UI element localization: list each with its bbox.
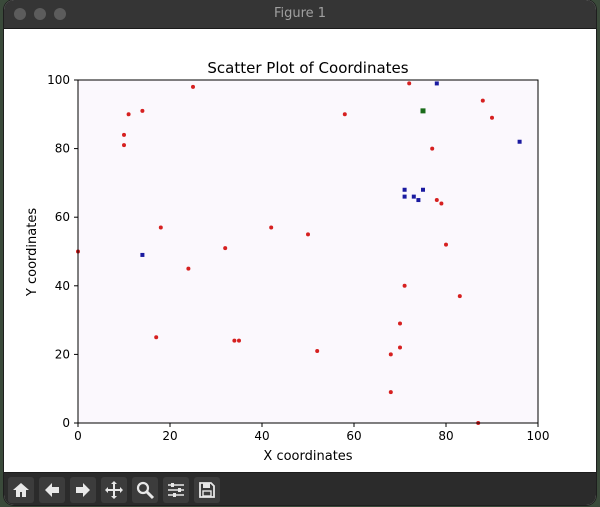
title-bar: Figure 1 (4, 0, 596, 29)
save-button[interactable] (194, 477, 220, 503)
maximize-window-button[interactable] (54, 8, 66, 20)
data-point-square (517, 139, 522, 144)
data-point-circle (398, 345, 402, 350)
arrow-right-icon (76, 483, 90, 497)
plot-area (78, 80, 538, 423)
data-point-circle (223, 246, 228, 251)
scatter-chart: 0 20 40 60 80 100 0 20 40 60 80 100 Scatter Plot o… (4, 29, 596, 472)
data-point-circle (158, 225, 163, 230)
data-point-circle (490, 115, 494, 120)
figure-window: Figure 1 0 20 40 60 80 100 0 20 40 60 80 100 Scatt… (4, 0, 596, 505)
data-point-circle (434, 198, 439, 203)
data-point-circle (444, 242, 448, 247)
sliders-icon (168, 483, 184, 497)
x-tick-label: 80 (438, 429, 453, 443)
arrow-left-icon (45, 483, 59, 497)
x-tick-label: 100 (527, 429, 550, 443)
data-point-square (402, 187, 407, 192)
y-tick-label: 0 (62, 416, 70, 430)
x-tick-label: 0 (74, 429, 82, 443)
data-point-circle (457, 294, 462, 299)
close-window-button[interactable] (14, 8, 26, 20)
data-point-circle (315, 348, 320, 353)
x-axis-ticks: 0 20 40 60 80 100 (74, 423, 549, 443)
y-tick-label: 40 (55, 279, 70, 293)
data-point-circle (342, 112, 347, 117)
x-tick-label: 60 (346, 429, 361, 443)
data-point-circle (439, 201, 444, 206)
data-points (76, 81, 522, 425)
data-point-square (402, 194, 407, 199)
x-axis-label: X coordinates (263, 449, 352, 464)
data-point-circle (402, 283, 407, 288)
data-point-square (420, 108, 426, 114)
data-point-circle (140, 108, 145, 113)
data-point-circle (122, 132, 126, 137)
home-icon (13, 483, 29, 497)
data-point-circle (122, 143, 126, 148)
chart-title: Scatter Plot of Coordinates (207, 59, 408, 77)
y-tick-label: 20 (55, 347, 70, 361)
data-point-circle (232, 338, 237, 343)
data-point-square (140, 252, 145, 257)
data-point-circle (398, 321, 402, 326)
navigation-toolbar (4, 472, 596, 505)
data-point-circle (186, 266, 191, 271)
zoom-button[interactable] (132, 477, 158, 503)
data-point-circle (269, 225, 274, 230)
data-point-square (416, 198, 421, 203)
data-point-circle (388, 352, 393, 357)
data-point-square (434, 81, 439, 86)
forward-button[interactable] (70, 477, 96, 503)
y-tick-label: 80 (55, 142, 70, 156)
data-point-circle (430, 146, 435, 151)
configure-subplots-button[interactable] (163, 477, 189, 503)
data-point-circle (126, 112, 131, 117)
y-tick-label: 60 (55, 210, 70, 224)
data-point-circle (306, 232, 310, 237)
home-button[interactable] (8, 477, 34, 503)
data-point-circle (480, 98, 485, 103)
magnifier-icon (136, 481, 155, 500)
x-tick-label: 20 (162, 429, 177, 443)
data-point-circle (388, 390, 393, 395)
figure-canvas[interactable]: 0 20 40 60 80 100 0 20 40 60 80 100 Scatter Plot o… (4, 29, 596, 472)
data-point-square (421, 187, 425, 192)
window-title: Figure 1 (273, 6, 327, 21)
y-axis-label: Y coordinates (25, 208, 40, 297)
x-tick-label: 40 (254, 429, 269, 443)
data-point-square (411, 194, 416, 199)
back-button[interactable] (39, 477, 65, 503)
axes-frame (77, 79, 539, 424)
data-point-circle (407, 81, 412, 86)
minimize-window-button[interactable] (34, 8, 46, 20)
floppy-disk-icon (199, 482, 215, 498)
data-point-circle (237, 338, 241, 343)
data-point-circle (191, 84, 195, 89)
y-tick-label: 100 (47, 73, 70, 87)
move-icon (105, 481, 123, 499)
data-point-circle (154, 335, 159, 340)
y-axis-ticks: 0 20 40 60 80 100 (47, 73, 78, 430)
pan-button[interactable] (101, 477, 127, 503)
